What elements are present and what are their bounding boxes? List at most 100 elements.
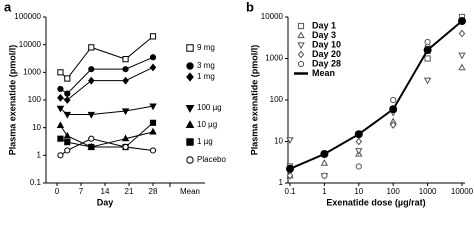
y-tick-label: 100000 [14,12,41,21]
data-point [355,148,363,155]
y-tick-label: 10 [32,123,41,132]
data-point [57,135,64,142]
y-tick-label: 0.1 [30,178,42,187]
legend-label: 9 mg [197,43,215,52]
data-point [423,46,432,55]
legend-marker [297,22,305,30]
x-tick-label: 21 [125,187,134,196]
y-axis-label: Plasma exenatide (pmol/l) [7,45,17,156]
legend-label: Day 1 [312,20,336,30]
data-point [423,77,432,85]
data-point [121,134,130,142]
series-line [60,105,154,115]
legend-label: 3 mg [197,61,215,70]
legend-label: 10 µg [197,120,217,129]
data-point [458,52,466,60]
legend-marker [186,138,194,146]
legend-marker [186,44,194,52]
data-point [64,96,71,104]
x-tick-label: 10000 [451,187,474,196]
data-point [424,55,431,62]
data-point [88,44,95,51]
series-line [60,67,154,101]
y-tick-label: 10000 [19,40,42,49]
data-point [56,121,65,129]
data-point [63,111,71,119]
x-axis-label: Exenatide dose (µg/rat) [326,197,425,207]
legend-label: 1 mg [197,72,215,81]
data-point [57,85,64,93]
legend-label: 1 µg [197,137,213,146]
legend-marker [297,50,305,59]
data-point [122,66,129,73]
data-point [286,164,294,173]
legend-marker [185,120,195,129]
data-point [424,38,431,46]
data-point [57,93,64,102]
data-point [389,105,398,114]
legend-marker [186,156,194,164]
data-point [64,139,71,146]
panel-label: a [4,0,12,14]
data-point [354,130,363,139]
legend-marker [186,62,194,70]
data-point [355,137,363,146]
data-point [88,135,95,142]
data-point [149,54,157,61]
data-point [57,152,64,159]
data-point [56,105,65,113]
legend-label: Placebo [197,155,226,164]
y-tick-label: 100 [270,95,284,104]
series-line [60,56,154,95]
data-point [286,137,294,144]
data-point [57,69,64,76]
legend-marker [185,104,195,113]
data-point [149,127,157,135]
legend-marker [297,31,305,39]
data-point [355,163,362,170]
panel-label: b [246,0,254,14]
x-tick-label: 10 [354,187,363,196]
y-tick-label: 100 [28,95,42,104]
legend-label: 100 µg [197,103,222,112]
legend-label: Day 28 [312,58,341,68]
y-tick-label: 1000 [265,54,283,63]
data-point [64,75,71,82]
x-tick-label: 0.1 [284,187,296,196]
x-tick-label: 7 [79,187,84,196]
data-point [149,103,157,111]
x-tick-label: 0 [55,187,60,196]
x-extra-label: Mean [180,187,200,196]
data-point [458,29,466,38]
y-tick-label: 10 [274,137,283,146]
data-point [320,149,329,158]
data-point [87,111,95,119]
data-point [121,108,130,116]
data-point [63,131,71,139]
data-point [122,76,129,85]
x-tick-label: 1 [322,187,327,196]
data-point [320,159,329,166]
data-point [149,119,157,126]
x-tick-label: 100 [387,187,401,196]
legend-label: Day 20 [312,49,341,59]
data-point [149,147,157,154]
y-tick-label: 1000 [23,67,41,76]
data-point [389,121,397,129]
legend-label: Day 3 [312,30,336,40]
data-point [286,171,294,180]
y-tick-label: 1 [37,150,42,159]
data-point [390,96,397,104]
data-point [149,33,157,40]
data-point [458,63,466,71]
y-axis-label: Plasma exenatide (pmol/l) [249,45,259,156]
legend-marker [297,60,305,68]
data-point [458,17,466,26]
data-point [321,172,328,179]
x-tick-label: 14 [101,187,110,196]
y-tick-label: 1 [279,178,284,187]
legend-label: Day 10 [312,39,341,49]
data-point [88,66,95,73]
series-line [289,20,463,170]
